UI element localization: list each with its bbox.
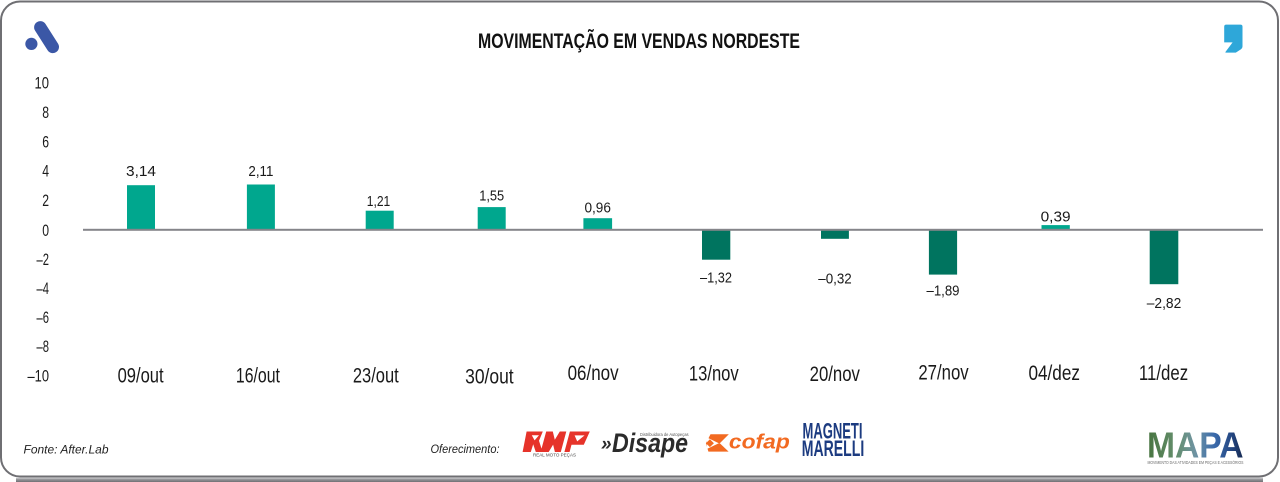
svg-text:–10: –10 <box>28 367 50 385</box>
svg-text:Distribuidora de Autopeças: Distribuidora de Autopeças <box>640 432 689 437</box>
svg-text:06/nov: 06/nov <box>568 361 619 385</box>
svg-text:MAGNETI: MAGNETI <box>803 419 863 444</box>
svg-text:13/nov: 13/nov <box>689 362 739 386</box>
svg-text:10: 10 <box>35 74 50 92</box>
svg-text:–1,32: –1,32 <box>700 270 732 286</box>
svg-text:Disape: Disape <box>612 428 688 458</box>
svg-text:23/out: 23/out <box>353 364 399 388</box>
svg-text:16/out: 16/out <box>236 364 280 388</box>
svg-text:cofap: cofap <box>729 431 790 453</box>
svg-text:–4: –4 <box>37 280 50 298</box>
svg-text:MAPA: MAPA <box>1147 425 1244 466</box>
svg-text:20/nov: 20/nov <box>810 362 860 386</box>
svg-text:–2,82: –2,82 <box>1147 296 1182 312</box>
svg-text:MOVIMENTAÇÃO EM VENDAS NORDEST: MOVIMENTAÇÃO EM VENDAS NORDESTE <box>478 30 800 53</box>
svg-text:0,39: 0,39 <box>1041 209 1071 225</box>
svg-text:–1,89: –1,89 <box>927 284 960 300</box>
svg-text:0,96: 0,96 <box>584 200 611 216</box>
svg-text:09/out: 09/out <box>118 364 164 388</box>
svg-text:30/out: 30/out <box>465 365 514 389</box>
svg-text:MARELLI: MARELLI <box>802 436 865 461</box>
svg-text:»: » <box>601 434 612 455</box>
svg-text:04/dez: 04/dez <box>1028 361 1080 385</box>
svg-text:–2: –2 <box>37 251 50 269</box>
svg-text:3,14: 3,14 <box>126 164 156 180</box>
svg-text:27/nov: 27/nov <box>918 360 968 384</box>
svg-text:8: 8 <box>42 104 49 122</box>
svg-text:6: 6 <box>42 134 49 152</box>
svg-text:2: 2 <box>42 192 49 210</box>
svg-text:–8: –8 <box>37 338 50 356</box>
svg-text:1,55: 1,55 <box>479 189 504 205</box>
svg-text:–6: –6 <box>37 309 50 327</box>
svg-text:MOVIMENTO DAS ATIVIDADES EM PE: MOVIMENTO DAS ATIVIDADES EM PEÇAS E ACES… <box>1148 460 1244 465</box>
svg-text:Oferecimento:: Oferecimento: <box>431 442 500 456</box>
svg-text:–0,32: –0,32 <box>818 272 852 288</box>
svg-text:Fonte: After.Lab: Fonte: After.Lab <box>24 443 109 457</box>
svg-text:0: 0 <box>42 222 49 240</box>
svg-text:REAL MOTO PEÇAS: REAL MOTO PEÇAS <box>533 453 576 458</box>
svg-text:11/dez: 11/dez <box>1139 361 1188 385</box>
svg-text:2,11: 2,11 <box>248 164 273 180</box>
svg-text:4: 4 <box>42 163 49 181</box>
svg-text:1,21: 1,21 <box>367 194 391 210</box>
